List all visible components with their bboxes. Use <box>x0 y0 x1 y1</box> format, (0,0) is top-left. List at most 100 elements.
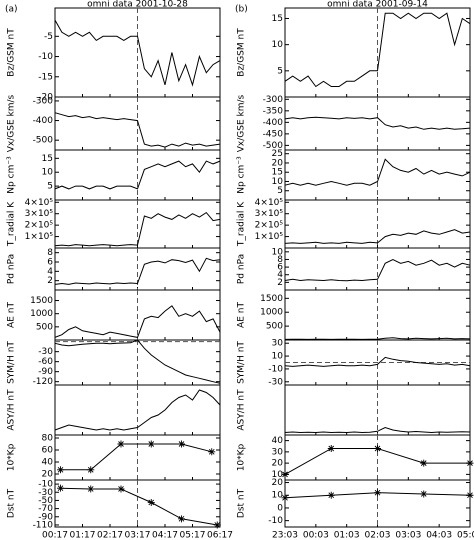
data-marker <box>57 484 64 492</box>
panel-frame <box>54 339 221 386</box>
y-tick-label: -350 <box>263 106 284 116</box>
y-tick-label: 4×10⁵ <box>25 198 54 208</box>
data-marker <box>374 489 381 497</box>
y-tick-label: 15 <box>42 154 53 164</box>
y-tick-label: -10 <box>268 516 283 526</box>
y-axis-label: 10*Kp <box>237 443 247 471</box>
y-axis-label: Bz/GSM nT <box>237 28 247 77</box>
y-tick-label: 10 <box>272 470 284 480</box>
y-tick-label: 20 <box>272 478 284 488</box>
y-tick-label: 6 <box>47 258 53 268</box>
data-line <box>60 443 212 471</box>
data-line <box>54 389 221 431</box>
data-line <box>54 211 221 247</box>
y-tick-label: 30 <box>272 339 284 349</box>
y-tick-label: 8 <box>47 248 53 258</box>
y-tick-label: -90 <box>38 367 53 377</box>
y-tick-label: 1×10⁵ <box>25 232 54 242</box>
panel-label: (b) <box>235 5 248 15</box>
data-line <box>60 487 218 526</box>
y-axis-label: Bz/GSM nT <box>7 28 17 77</box>
y-tick-label: 4×10⁵ <box>255 198 284 208</box>
y-tick-label: 60 <box>42 446 54 456</box>
y-tick-label: 4 <box>277 270 283 280</box>
data-line <box>54 257 221 285</box>
y-tick-label: 1×10⁵ <box>255 232 284 242</box>
data-marker <box>57 466 64 474</box>
data-line <box>284 337 471 340</box>
x-tick-label: 00:17 <box>42 531 68 540</box>
y-axis-label: Vx/GSE km/s <box>237 94 247 152</box>
y-axis-label: ASY/H nT <box>7 389 17 431</box>
y-tick-label: 2 <box>277 278 283 288</box>
chart-title: omni data 2001-10-28 <box>87 0 188 10</box>
x-tick-label: 00:03 <box>303 531 329 540</box>
data-marker <box>87 485 95 493</box>
y-tick-label: 5 <box>277 186 283 196</box>
y-tick-label: 30 <box>272 447 284 457</box>
panel-frame <box>284 434 471 481</box>
y-axis-label: SYM/H nT <box>7 341 17 384</box>
x-tick-label: 05:03 <box>457 531 474 540</box>
x-tick-label: 02:17 <box>97 531 123 540</box>
panel-frame <box>54 479 221 528</box>
x-tick-label: 01:17 <box>70 531 96 540</box>
y-tick-label: 8 <box>277 255 283 265</box>
data-marker <box>466 459 474 467</box>
y-tick-label: 10 <box>272 491 284 501</box>
y-tick-label: -15 <box>38 72 53 82</box>
y-tick-label: 2×10⁵ <box>255 221 284 231</box>
data-marker <box>213 521 221 529</box>
y-tick-label: -90 <box>38 512 53 522</box>
x-tick-label: 03:03 <box>395 531 421 540</box>
panel-frame <box>284 479 471 528</box>
data-line <box>284 158 471 186</box>
data-line <box>54 160 221 190</box>
data-marker <box>466 491 474 499</box>
y-tick-label: 0 <box>277 503 283 513</box>
y-tick-label: 10 <box>272 40 284 50</box>
y-axis-label: Pd nPa <box>237 254 247 284</box>
data-line <box>284 426 471 434</box>
x-tick-label: 04:03 <box>426 531 452 540</box>
data-marker <box>281 494 289 502</box>
data-marker <box>327 445 335 452</box>
y-tick-label: 10 <box>272 352 284 362</box>
data-line <box>284 12 471 88</box>
y-axis-label: ASY/H nT <box>237 389 247 431</box>
y-tick-label: 6 <box>277 263 283 273</box>
x-tick-label: 01:03 <box>334 531 360 540</box>
y-tick-label: 1500 <box>260 294 283 304</box>
y-axis-label: Vx/GSE km/s <box>7 94 17 152</box>
y-axis-label: Dst nT <box>7 488 17 518</box>
y-axis-label: T_radial K <box>237 201 247 247</box>
data-marker <box>87 466 95 474</box>
data-marker <box>281 470 289 478</box>
y-tick-label: 10 <box>272 177 284 187</box>
y-axis-label: 10*Kp <box>7 443 17 471</box>
panel-label: (a) <box>5 5 18 15</box>
data-marker <box>374 445 381 452</box>
data-marker <box>327 491 335 499</box>
y-tick-label: -50 <box>38 496 53 506</box>
data-marker <box>178 515 185 523</box>
y-tick-label: -20 <box>38 93 53 103</box>
y-tick-label: 80 <box>42 434 54 444</box>
y-axis-label: Np cm⁻³ <box>7 156 17 194</box>
y-tick-label: 5 <box>47 182 53 192</box>
y-axis-label: SYM/H nT <box>237 341 247 384</box>
y-axis-label: Dst nT <box>237 488 247 518</box>
y-tick-label: 2×10⁵ <box>25 221 54 231</box>
panel-frame <box>54 434 221 481</box>
data-marker <box>420 459 428 467</box>
y-tick-label: 40 <box>272 436 284 446</box>
y-tick-label: 1500 <box>30 296 53 306</box>
y-tick-label: 5 <box>277 66 283 76</box>
x-tick-label: 06:17 <box>207 531 233 540</box>
y-axis-label: Pd nPa <box>7 254 17 284</box>
y-tick-label: -60 <box>38 357 53 367</box>
y-tick-label: -300 <box>263 95 284 105</box>
data-line <box>54 339 221 384</box>
y-tick-label: -70 <box>38 504 53 514</box>
